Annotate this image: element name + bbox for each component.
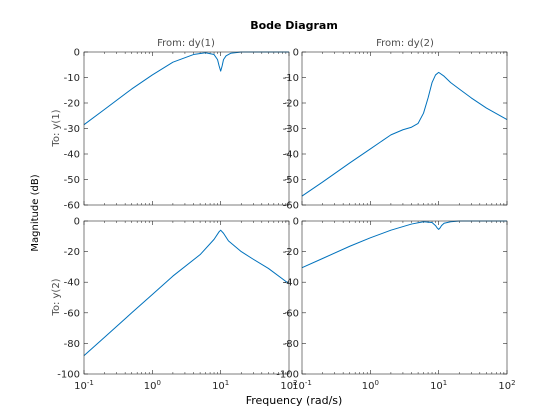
panels-layer: 0 -10 -20 -30 -40 -50 -60 0 -10 -20 -30 -40 -50 -60 0 -…	[57, 48, 515, 393]
y-tick-label: -60	[64, 201, 80, 212]
bode-series-line	[301, 71, 508, 197]
bode-series-line	[83, 229, 290, 357]
y-tick-label: -10	[64, 73, 80, 84]
y-tick-label: -100	[276, 370, 299, 381]
y-tick-label: -40	[283, 278, 299, 289]
panel-background	[302, 52, 507, 205]
y-tick-label: -30	[283, 124, 299, 135]
y-tick-label: -100	[57, 370, 80, 381]
y-tick-label: 0	[74, 48, 80, 59]
y-tick-label: -20	[64, 99, 80, 110]
y-tick-label: -10	[283, 73, 299, 84]
x-tick-label: 101	[430, 379, 447, 392]
x-tick-label: 102	[498, 379, 515, 392]
x-tick-label: 102	[280, 379, 297, 392]
y-tick-label: -40	[64, 150, 80, 161]
panel-frame	[301, 51, 508, 206]
y-tick-label: -50	[64, 175, 80, 186]
chart-title: Bode Diagram	[250, 19, 338, 32]
panel-r1-c2: 0 -10 -20 -30 -40 -50 -60	[283, 48, 508, 212]
y-tick-label: -80	[64, 339, 80, 350]
y-tick-label: -80	[283, 339, 299, 350]
y-tick-label: -20	[283, 247, 299, 258]
y-tick-label: -20	[64, 247, 80, 258]
y-axis-label: Magnitude (dB)	[30, 174, 41, 251]
bode-series-line	[83, 51, 289, 126]
panel-r1-c1: 0 -10 -20 -30 -40 -50 -60	[64, 48, 290, 212]
x-tick-label: 10-1	[74, 379, 94, 392]
panel-frame	[83, 220, 290, 375]
col-label-2: From: dy(2)	[376, 38, 434, 49]
x-tick-label: 10-1	[292, 379, 312, 392]
x-tick-label: 101	[212, 379, 229, 392]
y-tick-label: -50	[283, 175, 299, 186]
x-axis-label: Frequency (rad/s)	[246, 394, 343, 407]
panel-frame	[301, 220, 508, 375]
bode-series-line	[301, 220, 507, 269]
y-tick-label: 0	[293, 48, 299, 59]
col-label-1: From: dy(1)	[157, 38, 215, 49]
panel-background	[84, 221, 289, 374]
y-tick-label: -60	[283, 308, 299, 319]
panel-frame	[83, 51, 290, 206]
y-tick-label: -30	[64, 124, 80, 135]
y-tick-label: -20	[283, 99, 299, 110]
row-label-2: To: y(2)	[51, 278, 62, 316]
y-tick-label: 0	[74, 217, 80, 228]
y-tick-label: 0	[293, 217, 299, 228]
y-tick-label: -60	[283, 201, 299, 212]
panel-background	[302, 221, 507, 374]
y-tick-label: -60	[64, 308, 80, 319]
x-tick-label: 100	[362, 379, 379, 392]
row-label-1: To: y(1)	[51, 109, 62, 147]
y-tick-label: -40	[64, 278, 80, 289]
panel-background	[84, 52, 289, 205]
x-tick-label: 100	[144, 379, 161, 392]
y-tick-label: -40	[283, 150, 299, 161]
